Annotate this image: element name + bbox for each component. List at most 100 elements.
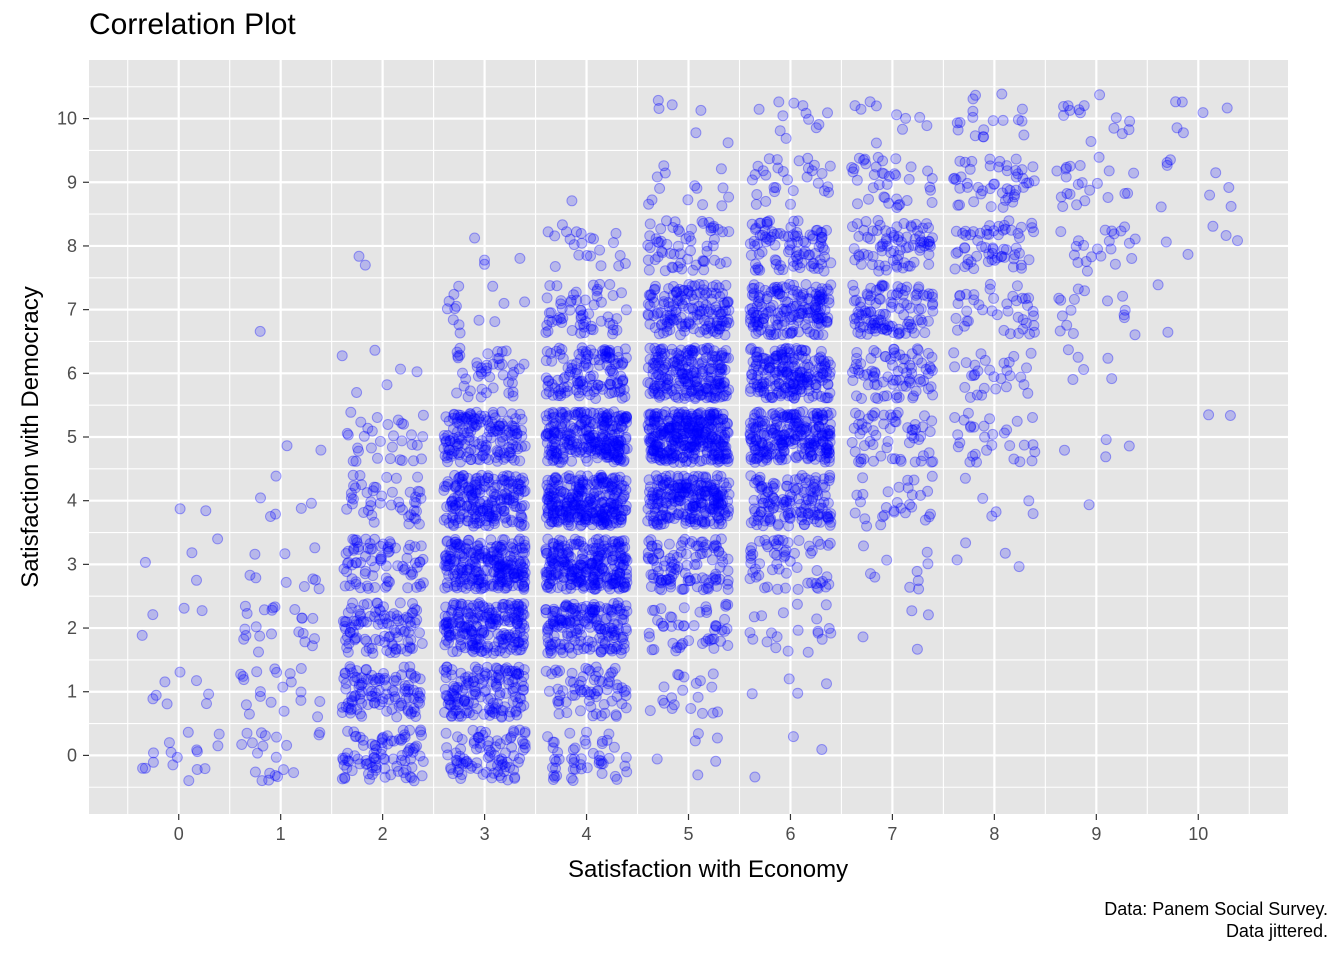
data-point — [849, 254, 861, 266]
data-point — [588, 299, 600, 311]
data-point — [1060, 171, 1072, 183]
data-point — [555, 295, 567, 307]
data-point — [697, 199, 709, 211]
data-point — [511, 544, 522, 555]
data-point — [1081, 265, 1093, 277]
data-point — [989, 254, 1001, 266]
data-point — [516, 424, 527, 436]
data-point — [1008, 191, 1020, 203]
data-point — [846, 162, 858, 173]
data-point — [1001, 160, 1013, 172]
data-point — [608, 237, 619, 249]
data-point — [643, 198, 655, 210]
data-point — [772, 518, 784, 530]
data-point — [447, 510, 458, 522]
data-point — [806, 165, 818, 177]
data-point — [1055, 226, 1067, 238]
data-point — [612, 345, 624, 357]
data-point — [1123, 237, 1135, 249]
data-point — [1027, 161, 1039, 173]
data-point — [1106, 373, 1118, 385]
data-point — [891, 254, 903, 266]
data-point — [757, 165, 769, 177]
data-point — [917, 222, 929, 234]
data-point — [1071, 199, 1083, 211]
data-point — [977, 492, 989, 504]
data-point — [542, 226, 554, 238]
data-point — [708, 450, 720, 462]
data-point — [1026, 455, 1038, 467]
data-point — [723, 488, 735, 500]
data-point — [749, 169, 761, 180]
data-point — [750, 258, 761, 270]
data-point — [878, 168, 890, 180]
data-point — [760, 169, 772, 181]
data-point — [571, 294, 583, 306]
data-point — [395, 643, 407, 655]
data-point — [992, 229, 1004, 241]
data-point — [818, 185, 830, 197]
data-point — [919, 410, 930, 422]
data-point — [582, 563, 594, 575]
data-point — [551, 345, 562, 357]
data-point — [266, 604, 278, 616]
data-point — [666, 99, 678, 111]
data-point — [770, 255, 782, 267]
data-point — [696, 455, 708, 467]
data-point — [812, 263, 824, 274]
data-point — [1117, 290, 1129, 302]
data-point — [858, 248, 870, 260]
data-point — [601, 352, 613, 364]
data-point — [769, 380, 781, 392]
data-point — [546, 448, 558, 459]
data-point — [877, 238, 889, 250]
data-point — [593, 550, 605, 562]
data-point — [685, 245, 696, 257]
data-point — [565, 429, 576, 441]
data-point — [709, 326, 721, 338]
data-point — [887, 254, 899, 266]
data-point — [495, 543, 507, 555]
data-point — [756, 420, 768, 432]
data-point — [882, 436, 894, 447]
data-point — [800, 237, 812, 249]
data-point — [541, 493, 553, 505]
data-point — [799, 421, 811, 433]
data-point — [249, 548, 261, 560]
data-point — [885, 247, 897, 259]
data-point — [564, 443, 576, 455]
data-point — [254, 325, 266, 337]
data-point — [250, 572, 262, 584]
data-point — [281, 440, 293, 452]
data-point — [500, 345, 512, 357]
data-point — [877, 155, 889, 167]
data-point — [695, 104, 707, 116]
data-point — [342, 646, 354, 658]
data-point — [556, 302, 568, 314]
data-point — [694, 485, 705, 497]
data-point — [599, 571, 611, 583]
data-point — [808, 410, 820, 422]
data-point — [707, 240, 719, 252]
data-point — [655, 223, 667, 235]
data-point — [751, 189, 763, 200]
data-point — [596, 473, 607, 485]
data-point — [680, 548, 692, 560]
data-point — [456, 499, 468, 511]
data-point — [771, 154, 783, 166]
data-point — [607, 324, 619, 336]
data-point — [889, 168, 900, 180]
data-point — [894, 244, 906, 256]
data-point — [961, 305, 973, 317]
data-point — [787, 284, 799, 296]
data-point — [1160, 236, 1172, 248]
data-point — [891, 389, 902, 401]
data-point — [585, 232, 597, 244]
data-point — [974, 227, 986, 239]
data-point — [1016, 262, 1027, 274]
data-point — [900, 112, 912, 124]
data-point — [976, 241, 988, 252]
data-point — [860, 158, 872, 170]
data-point — [565, 296, 577, 308]
data-point — [773, 96, 785, 108]
